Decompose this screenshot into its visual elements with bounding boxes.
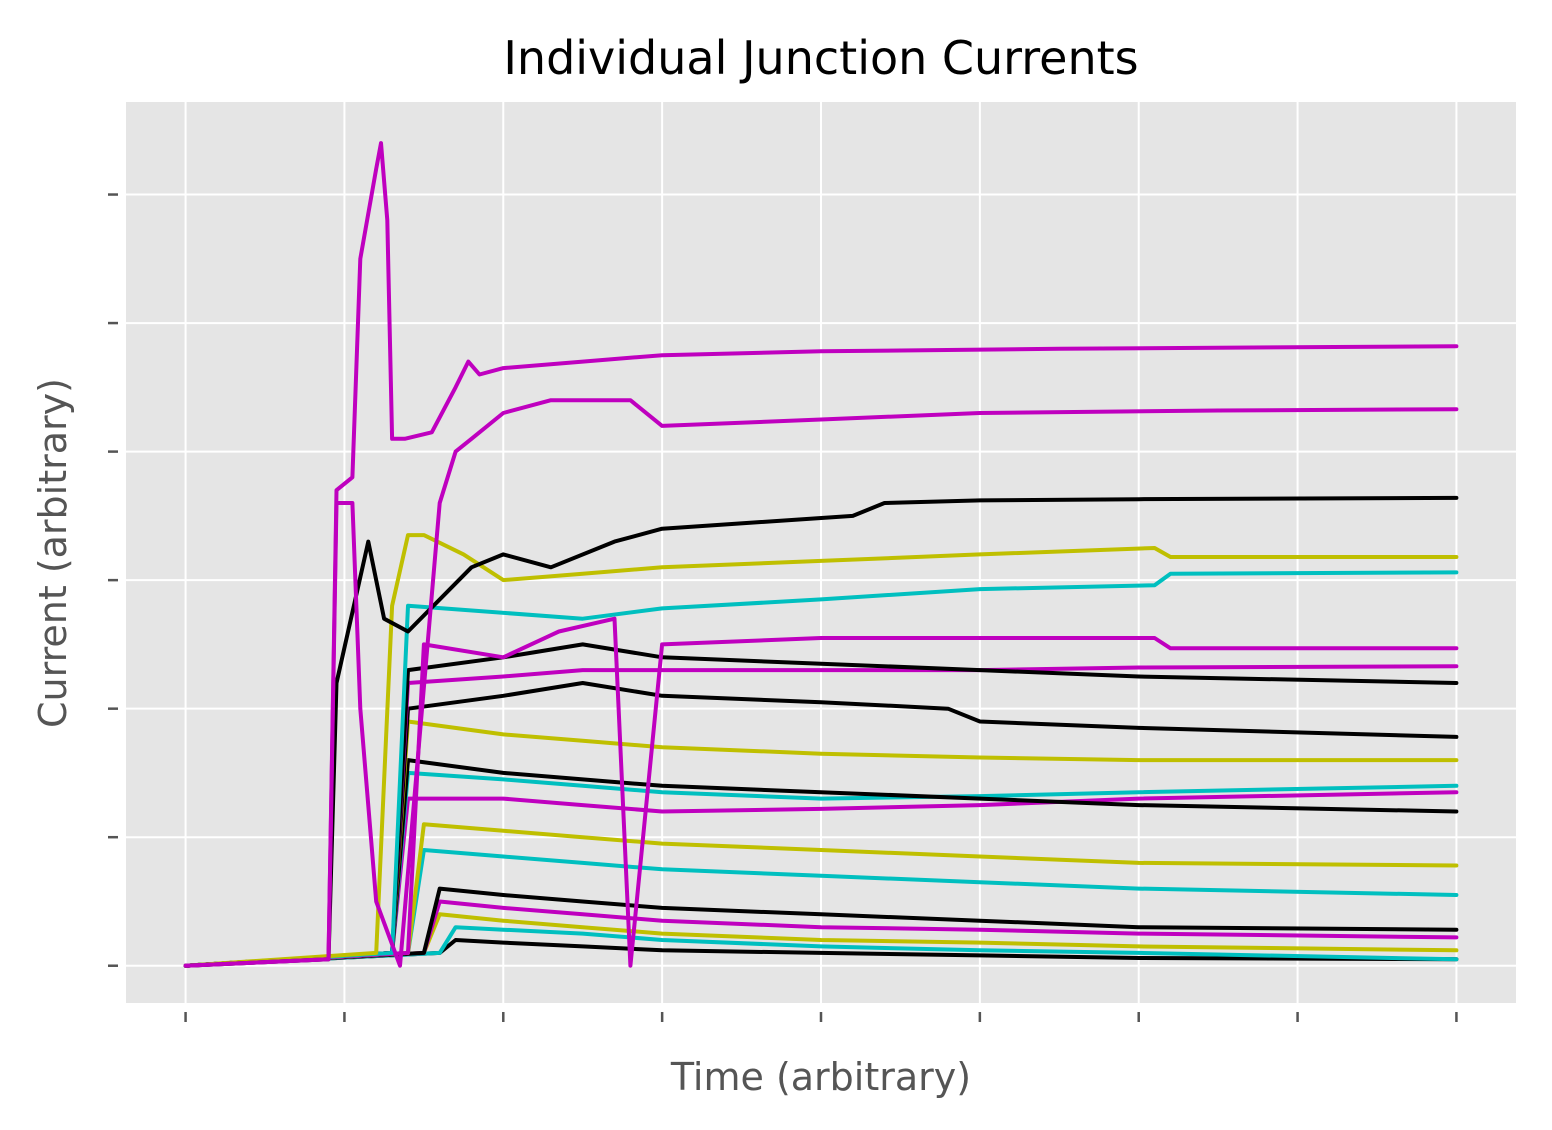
series-line	[183, 925, 1459, 968]
series-line	[183, 616, 1459, 968]
y-axis-label: Current (arbitrary)	[31, 378, 75, 728]
series-line	[183, 886, 1459, 968]
axis-ticks	[108, 193, 1458, 1022]
series-line	[183, 570, 1459, 968]
series-line	[183, 938, 1459, 968]
series-lines	[183, 141, 1459, 968]
x-axis-label: Time (arbitrary)	[670, 1055, 971, 1099]
series-line	[183, 495, 1459, 968]
series-line	[183, 398, 1459, 968]
series-line	[183, 533, 1459, 968]
grid-lines	[126, 102, 1516, 1003]
series-line	[183, 141, 1459, 968]
series-line	[183, 822, 1459, 968]
chart-title: Individual Junction Currents	[503, 31, 1138, 85]
